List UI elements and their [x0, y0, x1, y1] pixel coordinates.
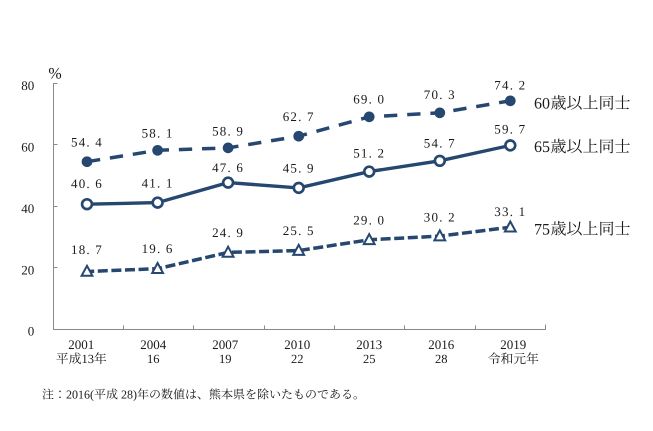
svg-text:60: 60	[21, 140, 34, 155]
svg-text:54. 7: 54. 7	[424, 136, 456, 151]
svg-text:24. 9: 24. 9	[212, 225, 244, 240]
svg-text:2013: 2013	[356, 337, 382, 352]
svg-text:25: 25	[363, 352, 376, 366]
svg-text:60: 60	[534, 96, 550, 113]
svg-text:51. 2: 51. 2	[353, 146, 385, 161]
svg-text:2016(: 2016(	[66, 388, 94, 402]
svg-text:20: 20	[21, 263, 34, 278]
svg-text:25. 5: 25. 5	[283, 223, 315, 238]
svg-text:18. 7: 18. 7	[71, 242, 103, 257]
svg-text:69. 0: 69. 0	[353, 91, 385, 106]
svg-text:40: 40	[21, 201, 34, 216]
svg-text:30. 2: 30. 2	[424, 209, 456, 224]
svg-text:41. 1: 41. 1	[142, 176, 174, 191]
svg-text:2019: 2019	[500, 337, 526, 352]
svg-text:28: 28	[435, 352, 448, 366]
svg-text:58. 9: 58. 9	[212, 124, 244, 139]
svg-text:65: 65	[534, 139, 550, 156]
svg-text:75: 75	[534, 221, 550, 238]
svg-text:70. 3: 70. 3	[424, 87, 456, 102]
svg-text:2004: 2004	[140, 337, 167, 352]
svg-text:22: 22	[291, 352, 304, 366]
svg-text:74. 2: 74. 2	[494, 77, 526, 92]
svg-text:%: %	[48, 66, 61, 83]
svg-text:2007: 2007	[212, 337, 239, 352]
svg-text:29. 0: 29. 0	[353, 213, 385, 228]
svg-text:58. 1: 58. 1	[142, 125, 174, 140]
svg-text:19: 19	[219, 352, 232, 366]
svg-text:33. 1: 33. 1	[494, 204, 526, 219]
svg-text:80: 80	[21, 78, 34, 93]
svg-text:13: 13	[81, 352, 94, 366]
svg-text:16: 16	[147, 352, 160, 366]
svg-text:0: 0	[28, 324, 35, 339]
svg-text:54. 4: 54. 4	[71, 135, 103, 150]
svg-text:2001: 2001	[68, 337, 94, 352]
svg-text:2010: 2010	[284, 337, 310, 352]
svg-text:2016: 2016	[428, 337, 455, 352]
svg-text:19. 6: 19. 6	[142, 241, 174, 256]
svg-text:47. 6: 47. 6	[212, 160, 244, 175]
svg-text:62. 7: 62. 7	[283, 109, 315, 124]
svg-text:40. 6: 40. 6	[71, 176, 103, 191]
svg-text:45. 9: 45. 9	[283, 160, 315, 175]
svg-text:28): 28)	[121, 388, 137, 402]
svg-text:59. 7: 59. 7	[494, 122, 526, 137]
